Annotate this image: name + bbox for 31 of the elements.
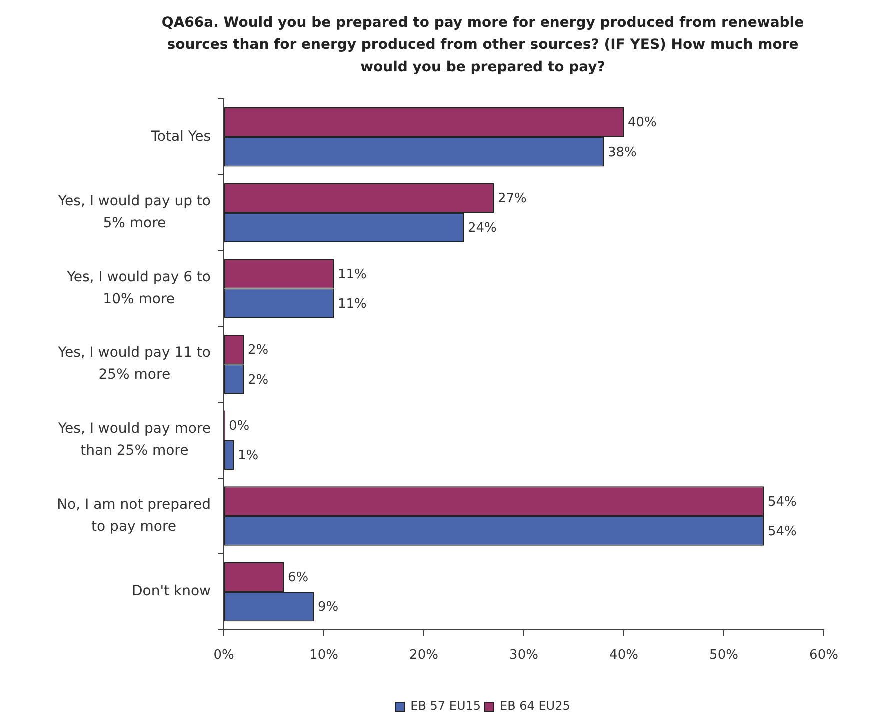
y-tick-label: Don't know bbox=[132, 584, 212, 600]
data-label: 2% bbox=[248, 372, 269, 388]
chart-title: QA66a. Would you be prepared to pay more for energy produced from renewable sources than for energy produced from other sources? (IF YES) How much more would you be prepared to pay? bbox=[162, 14, 804, 76]
y-tick-label: Yes, I would pay 11 to 25% more bbox=[57, 345, 211, 384]
data-label: 2% bbox=[248, 343, 269, 358]
x-tick-label: 50% bbox=[710, 648, 738, 664]
y-tick-label: No, I am not prepared to pay more bbox=[57, 496, 212, 535]
data-label: 27% bbox=[498, 192, 527, 207]
data-label: 54% bbox=[768, 524, 797, 540]
data-label: 9% bbox=[318, 600, 339, 616]
y-tick-label: Total Yes bbox=[150, 128, 211, 145]
data-label: 6% bbox=[288, 570, 309, 586]
x-tick-label: 40% bbox=[610, 648, 638, 664]
data-label: 54% bbox=[768, 494, 797, 510]
y-tick-label: Yes, I would pay more than 25% more bbox=[57, 421, 212, 460]
data-label: 24% bbox=[468, 221, 497, 236]
legend-label: EB 57 EU15 bbox=[410, 699, 482, 714]
data-label: 1% bbox=[238, 448, 259, 464]
x-tick-label: 0% bbox=[214, 648, 234, 664]
x-tick-label: 60% bbox=[810, 648, 838, 664]
data-label: 11% bbox=[338, 296, 367, 312]
data-label: 11% bbox=[338, 267, 367, 282]
data-label: 40% bbox=[628, 116, 657, 131]
x-tick-label: 10% bbox=[310, 648, 338, 664]
x-tick-label: 30% bbox=[510, 648, 538, 664]
x-tick-label: 20% bbox=[410, 648, 438, 664]
data-label: 38% bbox=[608, 145, 637, 160]
y-tick-label: Yes, I would pay 6 to 10% more bbox=[66, 269, 211, 308]
y-tick-label: Yes, I would pay up to 5% more bbox=[57, 194, 212, 232]
data-label: 0% bbox=[229, 419, 250, 434]
legend-label: EB 64 EU25 bbox=[500, 699, 570, 714]
